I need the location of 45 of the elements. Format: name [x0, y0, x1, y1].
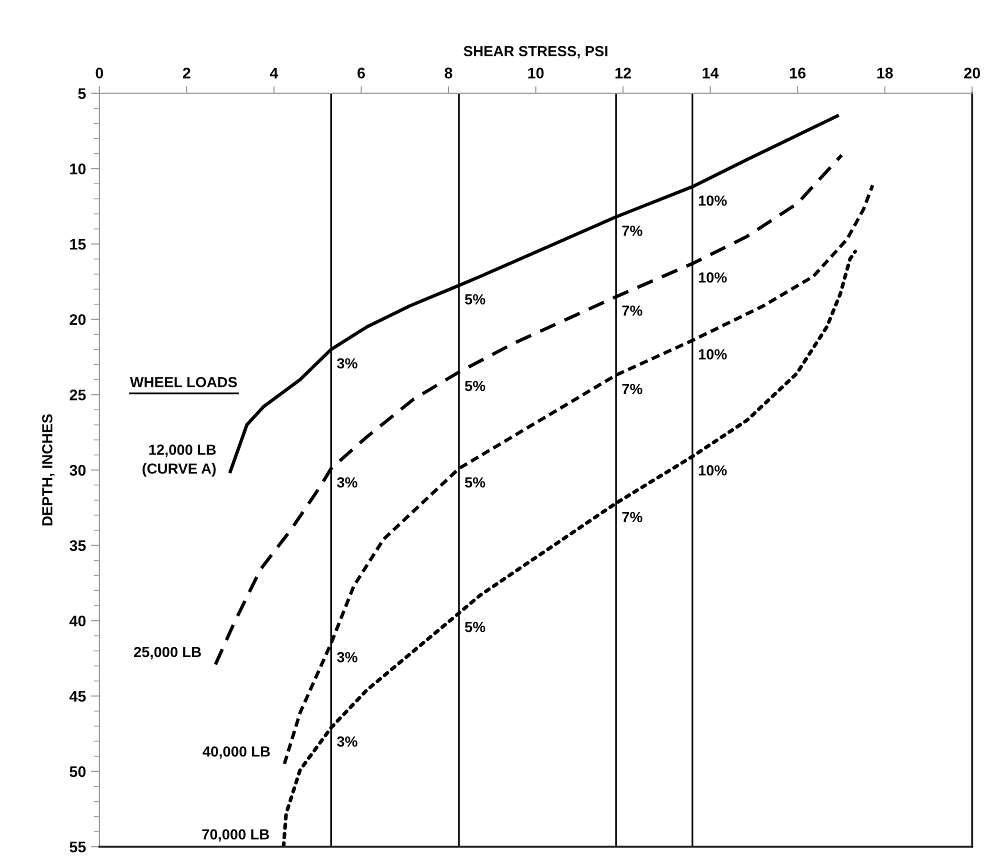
- y-tick-label: 50: [70, 766, 86, 778]
- x-tick-label: 6: [358, 68, 365, 78]
- x-tick-label: 16: [790, 68, 806, 78]
- annotation: 5%: [464, 477, 486, 488]
- series-label: 40,000 LB: [202, 746, 270, 759]
- series-label: 12,000 LB (CURVE A): [142, 444, 216, 477]
- y-tick-label: 55: [70, 842, 86, 852]
- x-tick-label: 2: [182, 68, 190, 78]
- y-tick-label: 40: [69, 616, 86, 626]
- y-tick-label: 20: [70, 314, 86, 326]
- annotation: 7%: [622, 512, 642, 522]
- y-axis-title: DEPTH, INCHES: [42, 414, 55, 526]
- x-tick-label: 4: [270, 68, 278, 78]
- annotation: 7%: [622, 226, 642, 236]
- x-tick-label: 14: [702, 68, 719, 78]
- annotation: 3%: [337, 477, 358, 488]
- annotation: 10%: [698, 349, 727, 360]
- x-tick-label: 18: [877, 68, 893, 78]
- x-tick-label: 8: [444, 68, 452, 78]
- annotation: WHEEL LOADS: [130, 376, 237, 388]
- annotation: 10%: [698, 272, 727, 283]
- x-tick-label: 0: [96, 68, 104, 78]
- y-tick-label: 10: [70, 164, 86, 174]
- annotation: 5%: [464, 294, 486, 304]
- x-tick-label: 20: [964, 68, 980, 78]
- annotation: 7%: [622, 384, 642, 394]
- annotation: 5%: [464, 622, 486, 632]
- x-tick-label: 12: [616, 68, 631, 78]
- annotation: 3%: [337, 652, 358, 662]
- series-label: 70,000 LB: [202, 829, 269, 842]
- x-axis-title: SHEAR STRESS, PSI: [464, 46, 608, 58]
- annotation: 10%: [698, 195, 727, 206]
- annotation: 3%: [337, 736, 358, 747]
- y-tick-label: 30: [70, 464, 86, 476]
- x-tick-label: 10: [528, 68, 544, 78]
- annotation: 3%: [337, 358, 358, 369]
- annotation: 10%: [698, 465, 727, 476]
- y-tick-label: 45: [69, 691, 86, 702]
- annotation: 5%: [464, 380, 486, 392]
- y-tick-label: 35: [70, 540, 86, 552]
- annotation: 7%: [622, 305, 642, 316]
- y-tick-label: 15: [70, 239, 86, 250]
- series-label: 25,000 LB: [134, 646, 201, 660]
- y-tick-label: 5: [78, 88, 86, 99]
- y-tick-label: 25: [70, 390, 86, 400]
